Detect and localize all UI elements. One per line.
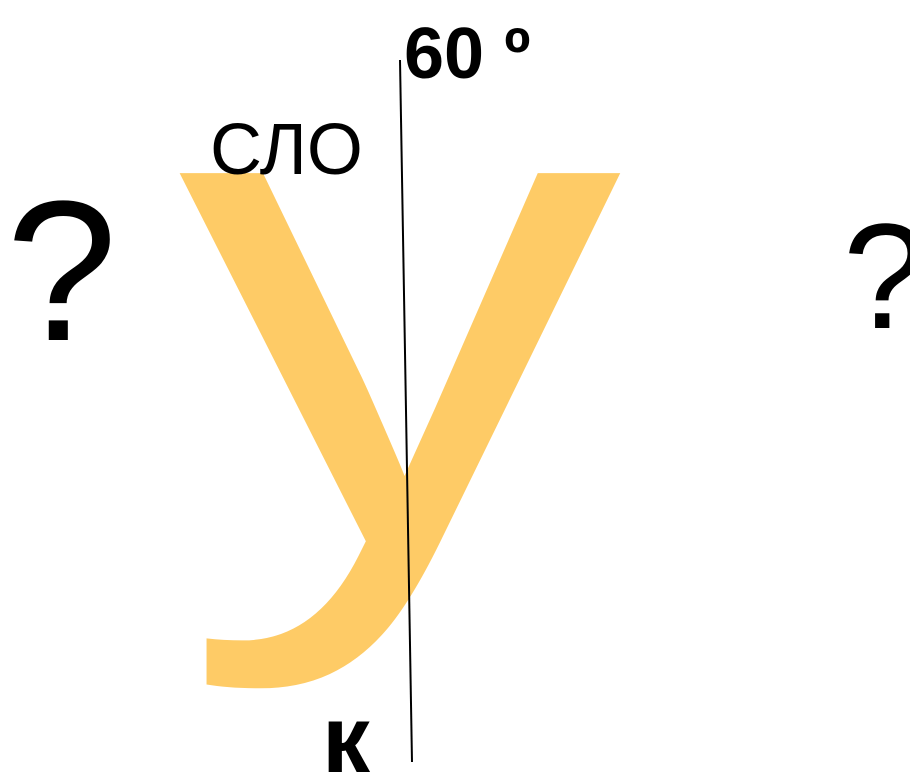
left-question: ? [6, 160, 117, 383]
angle-label: 60 º [404, 14, 530, 94]
big-letter: у [177, 0, 622, 696]
big-letter-group: у [177, 0, 622, 696]
bottom-label: к [322, 686, 371, 772]
right-question: ? [843, 192, 910, 360]
axis-line [399, 59, 413, 763]
top-label: СЛО [210, 110, 363, 190]
